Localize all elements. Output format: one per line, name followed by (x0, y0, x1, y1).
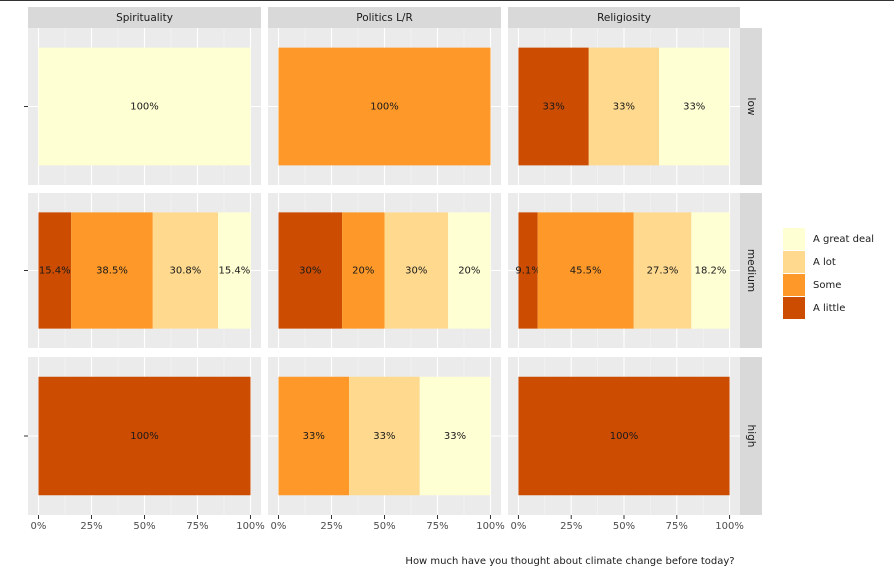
x-tick-label: 0% (511, 521, 527, 532)
legend-key (783, 251, 805, 273)
bar-segment (38, 376, 251, 496)
bar-segment (278, 376, 350, 496)
x-tick-label: 25% (80, 521, 102, 532)
data-label: 30% (299, 266, 321, 277)
data-label: 100% (610, 431, 639, 442)
bar-segment (659, 47, 730, 166)
column-strip-label: Spirituality (116, 12, 173, 24)
bar-segment (518, 212, 538, 329)
x-tick-label: 50% (133, 521, 155, 532)
legend-label: Some (813, 280, 841, 291)
x-tick-label: 0% (31, 521, 47, 532)
column-strip (508, 7, 740, 28)
x-tick-label: 100% (476, 521, 505, 532)
row-strip-label: medium (745, 249, 757, 292)
row-strip (740, 193, 762, 348)
row-strip (740, 28, 762, 185)
x-tick-label: 50% (373, 521, 395, 532)
data-label: 33% (542, 102, 564, 113)
data-label: 20% (458, 266, 480, 277)
bar-segment (691, 212, 730, 329)
bar-segment (152, 212, 219, 329)
data-label: 33% (613, 102, 635, 113)
row-strip-label: high (745, 425, 757, 448)
bar-segment (537, 212, 634, 329)
data-label: 20% (352, 266, 374, 277)
legend-key (783, 274, 805, 296)
x-tick-label: 50% (613, 521, 635, 532)
data-label: 100% (130, 431, 159, 442)
data-label: 18.2% (695, 266, 727, 277)
bar-segment (419, 376, 491, 496)
data-label: 15.4% (219, 266, 251, 277)
data-label: 38.5% (96, 266, 128, 277)
x-tick-label: 75% (666, 521, 688, 532)
row-strip-label: low (745, 98, 757, 116)
data-label: 45.5% (570, 266, 602, 277)
data-label: 9.1% (515, 266, 540, 277)
legend-key (783, 297, 805, 319)
x-tick-label: 75% (186, 521, 208, 532)
x-tick-label: 100% (715, 521, 744, 532)
data-label: 100% (130, 102, 159, 113)
legend-label: A little (813, 303, 845, 314)
row-strip (740, 357, 762, 515)
bar-segment (633, 212, 692, 329)
x-tick-label: 100% (236, 521, 265, 532)
x-tick-label: 25% (560, 521, 582, 532)
x-tick-label: 75% (426, 521, 448, 532)
bar-segment (518, 376, 730, 496)
bar-segment (588, 47, 660, 166)
bar-segment (218, 212, 251, 329)
bar-segment (342, 212, 385, 329)
data-label: 15.4% (39, 266, 71, 277)
bar-segment (278, 212, 343, 329)
data-label: 33% (303, 431, 325, 442)
data-label: 27.3% (647, 266, 679, 277)
legend-label: A lot (813, 257, 836, 268)
bar-segment (71, 212, 153, 329)
data-label: 100% (370, 102, 399, 113)
data-label: 33% (444, 431, 466, 442)
bar-segment (518, 47, 589, 166)
bar-segment (384, 212, 449, 329)
x-tick-label: 25% (320, 521, 342, 532)
column-strip (268, 7, 501, 28)
column-strip (28, 7, 261, 28)
bar-segment (448, 212, 491, 329)
column-strip-label: Politics L/R (356, 12, 413, 24)
legend-key (783, 228, 805, 250)
data-label: 33% (373, 431, 395, 442)
x-axis-title: How much have you thought about climate … (405, 556, 734, 567)
bar-segment (38, 47, 251, 166)
data-label: 33% (683, 102, 705, 113)
bar-segment (38, 212, 72, 329)
data-label: 30% (405, 266, 427, 277)
legend-label: A great deal (813, 234, 874, 245)
bar-segment (349, 376, 420, 496)
bar-segment (278, 47, 491, 166)
data-label: 30.8% (170, 266, 202, 277)
column-strip-label: Religiosity (597, 12, 651, 24)
x-tick-label: 0% (271, 521, 287, 532)
